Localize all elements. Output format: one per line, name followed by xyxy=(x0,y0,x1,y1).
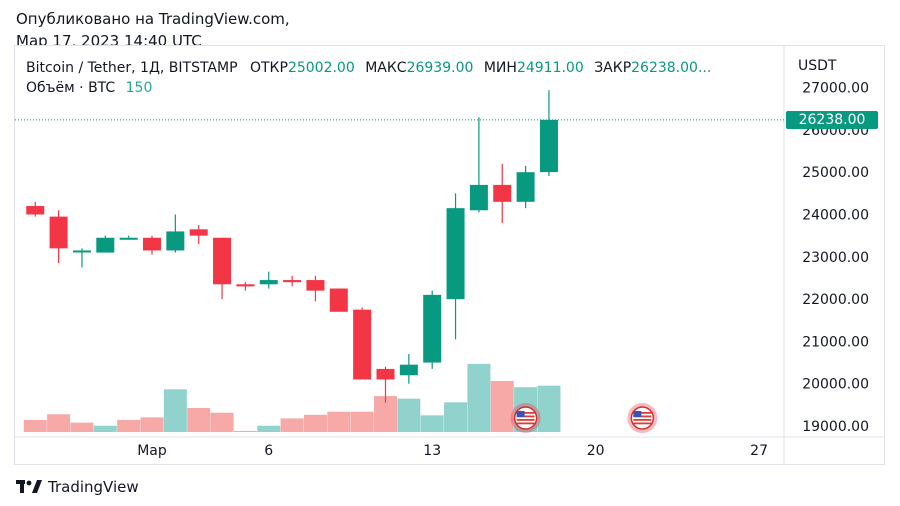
x-tick-label: 27 xyxy=(750,443,768,459)
candle-body xyxy=(539,119,558,173)
y-tick-label: 20000.00 xyxy=(802,377,869,393)
high-label: МАКС xyxy=(365,60,407,76)
volume-bar xyxy=(187,408,211,432)
volume-bar xyxy=(117,420,141,432)
low-value: 24911.00 xyxy=(516,60,584,76)
candle-body xyxy=(376,368,395,380)
candle-body xyxy=(213,237,232,285)
volume-bar xyxy=(47,414,71,432)
y-tick-label: 25000.00 xyxy=(802,165,869,181)
plot-area xyxy=(23,90,561,432)
x-tick-label: 6 xyxy=(264,443,273,459)
flag-stripe xyxy=(516,415,535,418)
us-flag-icon[interactable] xyxy=(510,403,541,433)
flag-stripe xyxy=(633,419,652,421)
flag-stripe xyxy=(516,422,535,425)
flag-stripe xyxy=(516,419,535,421)
volume-bar xyxy=(163,389,187,432)
volume-bar xyxy=(93,425,117,432)
volume-bar xyxy=(23,420,47,432)
volume-legend: Объём · BTC 150 xyxy=(26,80,152,96)
symbol-label[interactable]: Bitcoin / Tether, 1Д, BITSTAMP xyxy=(26,60,238,76)
flag-ring xyxy=(513,406,538,430)
volume-bar xyxy=(280,418,304,432)
y-tick-label: 27000.00 xyxy=(802,81,869,97)
tradingview-logo[interactable]: TradingView xyxy=(16,478,139,496)
candle-body xyxy=(399,364,418,376)
flag-stripe xyxy=(633,415,652,418)
volume-bar xyxy=(397,398,421,432)
candle-body xyxy=(493,184,512,202)
candle-body xyxy=(166,231,185,251)
publish-line-1: Опубликовано на TradingView.com, xyxy=(16,10,290,28)
volume-bar xyxy=(537,385,561,432)
flag-canton xyxy=(516,411,525,417)
close-value: 26238.00... xyxy=(631,60,712,76)
candle-body xyxy=(96,237,115,253)
ohlc-legend: Bitcoin / Tether, 1Д, BITSTAMP ОТКР25002… xyxy=(26,60,711,76)
candle-body xyxy=(446,208,465,300)
flag-stripe xyxy=(633,422,652,425)
y-tick-label: 22000.00 xyxy=(802,292,869,308)
y-tick-label: 21000.00 xyxy=(802,334,869,350)
volume-bar xyxy=(210,412,234,432)
y-tick-label: 23000.00 xyxy=(802,250,869,266)
volume-bar xyxy=(350,411,374,432)
volume-label[interactable]: Объём · BTC xyxy=(26,80,116,96)
us-flag-icon[interactable] xyxy=(627,403,658,433)
y-tick-label: 24000.00 xyxy=(802,208,869,224)
volume-bar xyxy=(70,422,94,432)
candle-body xyxy=(49,216,68,249)
x-tick-label: 13 xyxy=(423,443,441,459)
volume-bar xyxy=(467,363,491,432)
volume-bar xyxy=(257,425,281,432)
candle-body xyxy=(353,309,372,380)
y-tick-label: 19000.00 xyxy=(802,419,869,435)
flag-ring xyxy=(630,406,655,430)
flag-stripe xyxy=(516,412,535,414)
volume-bar xyxy=(303,414,327,432)
open-value: 25002.00 xyxy=(287,60,355,76)
volume-bar xyxy=(444,402,468,432)
x-tick-label: 20 xyxy=(587,443,605,459)
candle-body xyxy=(236,284,255,287)
volume-bar xyxy=(490,381,514,432)
close-label: ЗАКР xyxy=(594,60,632,76)
volume-bar xyxy=(374,396,397,432)
flag-canton xyxy=(633,411,642,417)
candle-body xyxy=(283,280,302,283)
candle-body xyxy=(329,288,348,312)
low-label: МИН xyxy=(483,60,517,76)
candle-body xyxy=(469,184,488,211)
volume-bar xyxy=(140,417,164,432)
high-value: 26939.00 xyxy=(406,60,474,76)
last-price-tag: 26238.00 xyxy=(786,111,878,129)
candle-body xyxy=(119,237,138,240)
candle-body xyxy=(143,237,161,251)
brand-name: TradingView xyxy=(48,478,139,496)
x-tick-label: Мар xyxy=(137,443,167,459)
open-label: ОТКР xyxy=(249,60,288,76)
candle-body xyxy=(26,206,45,215)
volume-bar xyxy=(233,430,257,432)
flag-stripe xyxy=(633,412,652,414)
candle-body xyxy=(306,280,325,291)
volume-bar xyxy=(327,411,351,432)
candle-body xyxy=(516,172,535,202)
volume-bar xyxy=(420,415,444,432)
currency-label: USDT xyxy=(798,58,837,74)
candle-body xyxy=(72,250,91,253)
candle-body xyxy=(189,229,208,236)
volume-value: 150 xyxy=(125,80,153,96)
candle-body xyxy=(259,280,278,285)
tradingview-logo-icon xyxy=(16,480,42,493)
candle-body xyxy=(423,294,442,363)
